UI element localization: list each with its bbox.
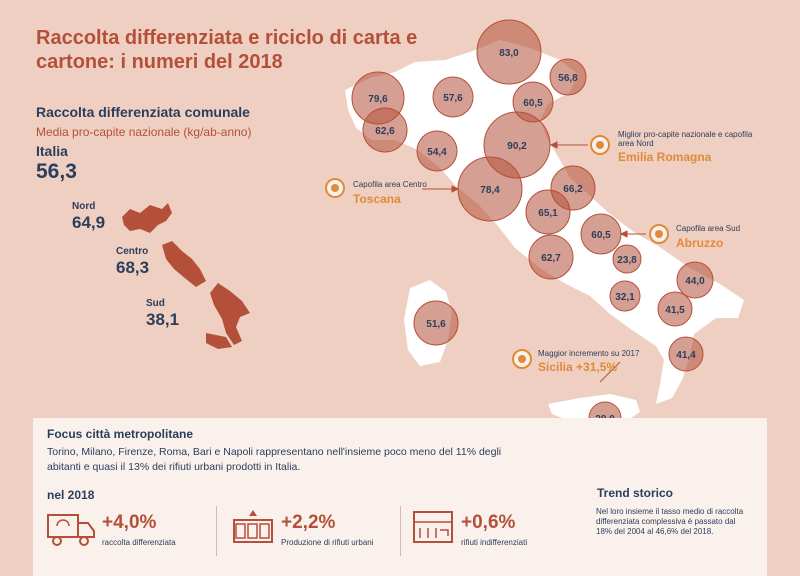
area-label-south: Sud: [146, 298, 165, 309]
recycling-truck-icon: [47, 514, 95, 546]
callout-region: Abruzzo: [676, 236, 724, 250]
centre-area-shape: [162, 241, 206, 287]
year-heading: nel 2018: [47, 488, 95, 502]
callout-region: Emilia Romagna: [618, 150, 712, 164]
region-value: 62,6: [375, 126, 395, 137]
south-area-shape: [210, 283, 250, 345]
area-value-centre: 68,3: [116, 258, 150, 277]
region-value: 62,7: [541, 253, 561, 264]
region-value: 56,8: [558, 73, 578, 84]
kpi-caption: rifiuti indifferenziati: [461, 538, 528, 547]
callout-note: Capofila area Sud: [676, 224, 741, 233]
north-area-shape: [122, 203, 172, 233]
area-label-centre: Centro: [116, 246, 149, 257]
medal-icon: [590, 135, 610, 155]
calabria-connector-line: [599, 361, 621, 383]
area-value-north: 64,9: [72, 213, 106, 232]
callout-arrows: [422, 141, 646, 238]
region-value: 32,1: [615, 292, 635, 303]
region-value: 65,1: [538, 208, 558, 219]
kpi-value: +0,6%: [461, 512, 516, 533]
region-value: 44,0: [685, 276, 705, 287]
region-value: 90,2: [507, 141, 527, 152]
kpi-value: +2,2%: [281, 512, 336, 533]
callout-region: Toscana: [353, 192, 401, 206]
divider: [400, 506, 401, 556]
region-value: 60,5: [523, 98, 543, 109]
region-value: 60,5: [591, 230, 611, 241]
area-maps: [122, 203, 250, 349]
region-value: 23,8: [617, 255, 637, 266]
callout-note: Capofila area Centro: [353, 180, 427, 189]
region-value: 51,6: [426, 319, 446, 330]
region-value: 79,6: [368, 94, 388, 105]
section-heading: Raccolta differenziata comunale: [36, 104, 250, 120]
italy-label: Italia: [36, 143, 68, 159]
trend-text: Nel loro insieme il tasso medio di racco…: [596, 507, 744, 536]
kpi-value: +4,0%: [102, 512, 157, 533]
callout-region: Sicilia +31,5%: [538, 360, 618, 374]
callout-note: Maggior incremento su 2017: [538, 349, 640, 358]
waste-container-icon: [413, 511, 453, 543]
region-value: 54,4: [427, 147, 447, 158]
area-label-north: Nord: [72, 201, 96, 212]
kpi-caption: raccolta differenziata: [102, 538, 176, 547]
region-bubbles: [351, 19, 714, 435]
medal-icon: [325, 178, 345, 198]
callout-note: Miglior pro-capite nazionale e capofila …: [618, 130, 753, 148]
italy-value: 56,3: [36, 160, 77, 183]
medal-icon: [649, 224, 669, 244]
waste-bins-icon: [233, 510, 273, 543]
focus-text: Torino, Milano, Firenze, Roma, Bari e Na…: [47, 446, 502, 473]
area-value-south: 38,1: [146, 310, 180, 329]
page-title: Raccolta differenziata e riciclo di cart…: [36, 27, 418, 73]
sicily-area-shape: [206, 333, 232, 349]
region-value: 41,5: [665, 305, 685, 316]
region-value: 83,0: [499, 48, 519, 59]
region-value: 41,4: [676, 350, 696, 361]
medal-icon: [512, 349, 532, 369]
region-value: 78,4: [480, 185, 500, 196]
kpi-caption: Produzione di rifiuti urbani: [281, 538, 374, 547]
divider: [216, 506, 217, 556]
section-note: Media pro-capite nazionale (kg/ab-anno): [36, 125, 252, 139]
region-value: 66,2: [563, 184, 583, 195]
trend-heading: Trend storico: [597, 486, 674, 500]
focus-heading: Focus città metropolitane: [47, 427, 194, 441]
region-value: 57,6: [443, 93, 463, 104]
